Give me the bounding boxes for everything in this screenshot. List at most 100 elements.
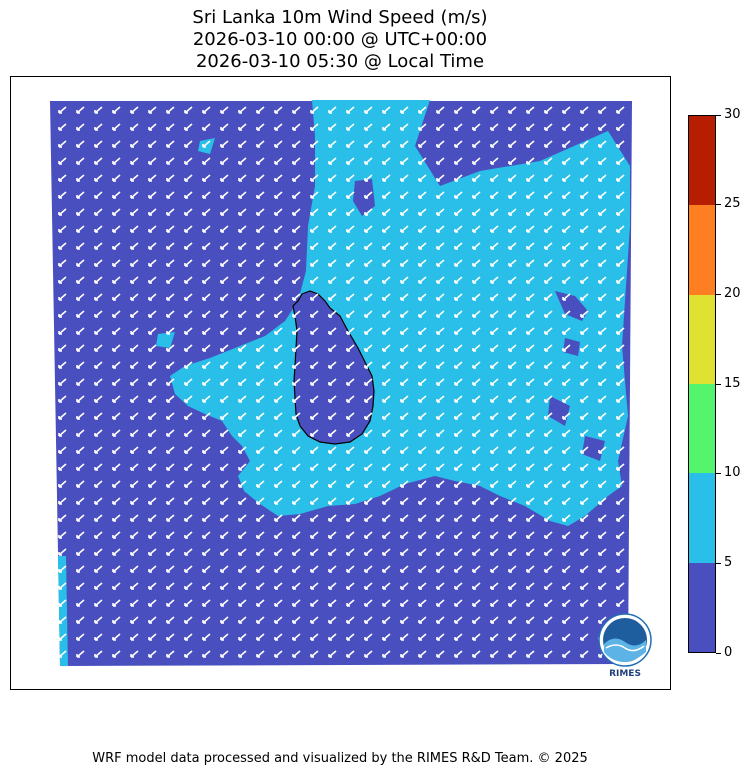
wind-arrow: [148, 548, 157, 556]
wind-arrow: [184, 123, 193, 131]
wind-arrow: [364, 616, 373, 624]
wind-arrow: [238, 157, 247, 165]
wind-arrow: [238, 480, 247, 488]
wind-arrow: [256, 361, 265, 369]
wind-arrow: [184, 259, 193, 267]
wind-arrow: [364, 225, 373, 233]
wind-arrow: [238, 565, 247, 573]
wind-arrow: [166, 174, 175, 182]
wind-arrow: [148, 157, 157, 165]
wind-arrow: [382, 191, 391, 199]
wind-arrow: [166, 106, 175, 114]
wind-arrow: [382, 276, 391, 284]
wind-arrow: [598, 123, 607, 131]
colorbar-segment: [689, 473, 715, 563]
wind-arrow: [346, 565, 355, 573]
wind-arrow: [490, 242, 499, 250]
wind-arrow: [310, 174, 319, 182]
wind-arrow: [580, 140, 589, 148]
wind-arrow: [202, 191, 211, 199]
wind-arrow: [112, 225, 121, 233]
wind-arrow: [76, 633, 85, 641]
wind-arrow: [328, 633, 337, 641]
wind-arrow: [220, 446, 229, 454]
wind-arrow: [382, 412, 391, 420]
wind-arrow: [130, 140, 139, 148]
wind-arrow: [418, 565, 427, 573]
wind-arrow: [220, 463, 229, 471]
wind-arrow: [256, 191, 265, 199]
wind-arrow: [274, 446, 283, 454]
wind-arrow: [112, 123, 121, 131]
wind-arrow: [184, 378, 193, 386]
wind-arrow: [490, 344, 499, 352]
wind-arrow: [184, 276, 193, 284]
wind-arrow: [238, 497, 247, 505]
wind-arrow: [112, 276, 121, 284]
wind-arrow: [472, 429, 481, 437]
wind-arrow: [274, 412, 283, 420]
wind-arrow: [346, 463, 355, 471]
wind-arrow: [76, 514, 85, 522]
wind-arrow: [274, 310, 283, 318]
wind-arrow: [526, 293, 535, 301]
wind-arrow: [130, 225, 139, 233]
wind-arrow: [292, 650, 301, 658]
wind-arrow: [544, 157, 553, 165]
wind-arrow: [526, 582, 535, 590]
wind-arrow: [148, 429, 157, 437]
wind-arrow: [580, 395, 589, 403]
wind-arrow: [148, 497, 157, 505]
wind-arrow: [130, 191, 139, 199]
wind-arrow: [328, 616, 337, 624]
wind-arrow: [310, 361, 319, 369]
wind-arrow: [220, 531, 229, 539]
wind-arrow: [310, 446, 319, 454]
wind-arrow: [580, 327, 589, 335]
wind-arrow: [562, 633, 571, 641]
wind-arrow: [508, 157, 517, 165]
wind-arrow: [436, 599, 445, 607]
wind-arrow: [76, 225, 85, 233]
wind-arrow: [364, 395, 373, 403]
wind-arrow: [202, 378, 211, 386]
wind-arrow: [472, 106, 481, 114]
wind-arrow: [148, 259, 157, 267]
colorbar-label: 20: [724, 286, 741, 301]
wind-arrow: [436, 633, 445, 641]
wind-arrow: [220, 327, 229, 335]
wind-arrow: [508, 480, 517, 488]
wind-arrow: [616, 123, 625, 131]
wind-arrow: [346, 344, 355, 352]
wind-arrow: [382, 616, 391, 624]
wind-arrow: [76, 412, 85, 420]
colorbar-label: 15: [724, 376, 741, 391]
wind-arrow: [526, 276, 535, 284]
wind-arrow: [598, 276, 607, 284]
wind-arrow: [526, 599, 535, 607]
wind-arrow: [256, 497, 265, 505]
wind-arrow: [112, 293, 121, 301]
wind-arrow: [472, 531, 481, 539]
wind-arrow: [274, 106, 283, 114]
wind-arrow: [202, 123, 211, 131]
colorbar-tick: [716, 294, 721, 295]
wind-arrow: [238, 599, 247, 607]
wind-arrow: [58, 225, 67, 233]
wind-arrow: [58, 582, 67, 590]
wind-arrow: [526, 548, 535, 556]
wind-arrow: [562, 412, 571, 420]
wind-arrow: [274, 548, 283, 556]
wind-arrow: [238, 361, 247, 369]
wind-arrow: [292, 208, 301, 216]
wind-arrow: [598, 446, 607, 454]
wind-arrow: [472, 276, 481, 284]
wind-arrow: [364, 446, 373, 454]
wind-arrow: [256, 463, 265, 471]
wind-arrow: [436, 480, 445, 488]
wind-arrow: [418, 599, 427, 607]
wind-arrow: [328, 106, 337, 114]
wind-arrow: [130, 310, 139, 318]
wind-arrow: [256, 293, 265, 301]
wind-arrow: [310, 225, 319, 233]
